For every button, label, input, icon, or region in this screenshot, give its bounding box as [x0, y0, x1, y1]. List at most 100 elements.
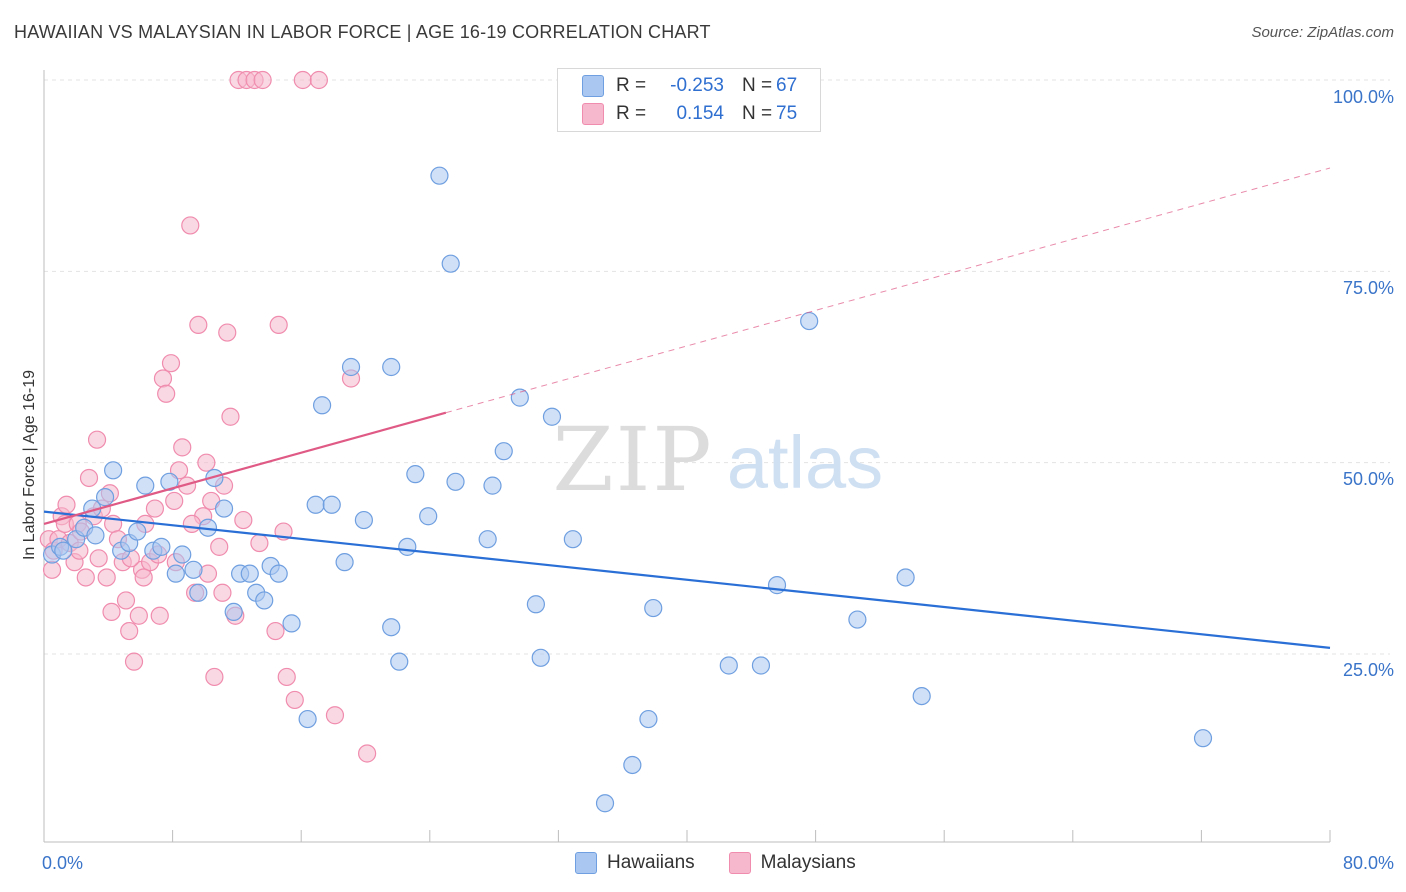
hawaiians-point: [282, 614, 301, 633]
hawaiians-point: [542, 407, 562, 426]
hawaiians-point: [510, 388, 529, 407]
malaysians-point: [161, 354, 181, 373]
hawaiians-point: [86, 526, 105, 545]
hawaiians-point: [639, 709, 658, 729]
hawaiians-point: [526, 595, 545, 614]
malaysians-point: [197, 453, 216, 472]
malaysians-point: [210, 537, 229, 556]
hawaiians-point: [896, 568, 915, 587]
malaysians-point: [293, 70, 312, 90]
r-label: R =: [616, 103, 647, 124]
hawaiians-point: [398, 537, 417, 556]
hawaiians-point: [240, 564, 259, 583]
hawaiians-point: [224, 602, 243, 622]
malaysians-point: [266, 621, 285, 641]
legend-label: Malaysians: [760, 852, 856, 873]
hawaiians-point: [623, 755, 642, 775]
hawaiians-point: [1193, 729, 1213, 748]
hawaiians-point: [430, 166, 449, 185]
malaysians-point: [89, 549, 108, 568]
y-tick-label: 25.0%: [1342, 660, 1394, 680]
hawaiians-point: [95, 488, 115, 507]
malaysians-point: [234, 510, 253, 530]
malaysians-point: [124, 652, 144, 671]
hawaiians-point: [152, 537, 171, 556]
malaysians-point: [205, 667, 224, 687]
n-label: N =: [742, 103, 773, 124]
malaysians-point: [218, 323, 237, 342]
hawaiians-point: [848, 610, 867, 629]
legend-item-hawaiians[interactable]: Hawaiians: [575, 852, 695, 874]
malaysians-point: [250, 533, 269, 553]
hawaiians-point: [912, 686, 931, 706]
hawaiians-point: [563, 530, 582, 549]
r-label: R =: [616, 75, 647, 96]
malaysians-trend-line-extension: [445, 167, 1331, 414]
malaysians-point: [309, 70, 328, 90]
malaysians-point: [150, 606, 169, 625]
malaysians-point: [145, 499, 165, 518]
n-label: N =: [742, 75, 773, 96]
x-tick-label-min: 0.0%: [42, 853, 84, 873]
hawaiians-point: [478, 530, 497, 549]
malaysians-point: [173, 438, 192, 457]
legend-label: Hawaiians: [607, 852, 695, 873]
legend-row-malaysians: R = 0.154 N = 75: [582, 103, 797, 125]
malaysians-swatch: [728, 852, 751, 874]
hawaiians-point: [406, 465, 425, 484]
malaysians-point: [42, 560, 62, 579]
series-legend: Hawaiians Malaysians: [575, 852, 890, 874]
watermark: ZIP atlas: [552, 408, 883, 511]
malaysians-point: [213, 583, 232, 602]
hawaiians-point: [644, 598, 663, 618]
hawaiians-point: [595, 794, 615, 813]
hawaiians-point: [441, 254, 460, 273]
hawaiians-point: [269, 564, 288, 583]
watermark-zip: ZIP: [552, 408, 713, 511]
y-tick-label: 75.0%: [1342, 278, 1394, 298]
malaysians-points: [39, 70, 377, 763]
malaysians-point: [79, 468, 99, 488]
hawaiians-point: [298, 709, 317, 729]
hawaiians-point: [719, 656, 738, 675]
malaysians-point: [277, 667, 296, 687]
malaysians-point: [181, 216, 200, 235]
hawaiians-point: [306, 495, 325, 514]
malaysians-point: [153, 369, 173, 388]
malaysians-point: [102, 602, 121, 622]
n-value: 75: [776, 103, 798, 124]
hawaiians-point: [335, 553, 354, 572]
r-value: 0.154: [676, 103, 724, 124]
malaysians-point: [129, 606, 148, 625]
hawaiians-point: [54, 541, 73, 560]
malaysians-point: [253, 70, 272, 90]
hawaiians-point: [800, 311, 819, 331]
hawaiians-point: [390, 652, 409, 671]
hawaiians-point: [446, 472, 465, 491]
legend-row-hawaiians: R = -0.253 N = 67: [582, 75, 797, 97]
hawaiians-point: [341, 357, 361, 377]
chart-title: HAWAIIAN VS MALAYSIAN IN LABOR FORCE | A…: [14, 22, 711, 42]
hawaiians-point: [104, 461, 123, 480]
hawaiians-point: [531, 648, 550, 667]
hawaiians-point: [494, 442, 513, 461]
malaysians-point: [285, 690, 304, 710]
hawaiians-swatch: [582, 75, 604, 97]
malaysians-point: [221, 407, 240, 426]
legend-item-malaysians[interactable]: Malaysians: [728, 852, 856, 874]
hawaiians-point: [214, 499, 234, 518]
axes: [43, 70, 1331, 843]
r-value: -0.253: [670, 75, 724, 96]
malaysians-point: [57, 495, 76, 514]
malaysians-point: [182, 514, 201, 533]
malaysians-point: [358, 744, 377, 763]
hawaiians-point: [354, 510, 373, 530]
hawaiians-point: [312, 396, 332, 415]
watermark-atlas: atlas: [727, 421, 883, 504]
hawaiians-swatch: [575, 852, 597, 874]
hawaiians-point: [322, 495, 341, 514]
hawaiians-trend-line: [43, 510, 1331, 649]
malaysians-swatch: [582, 103, 604, 125]
hawaiians-point: [166, 564, 185, 583]
